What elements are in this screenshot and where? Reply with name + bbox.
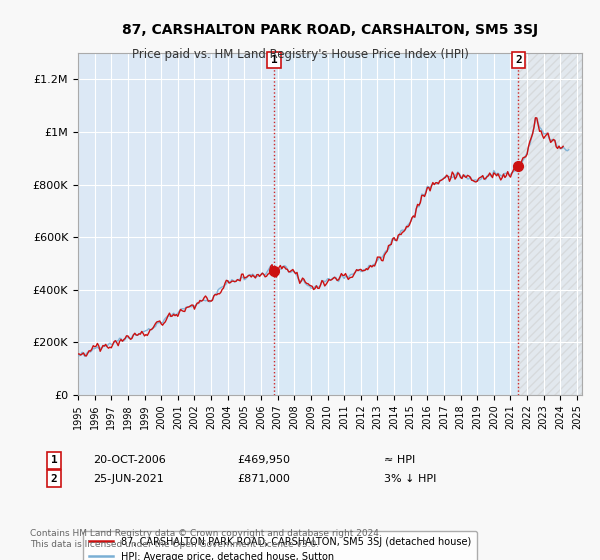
Text: ≈ HPI: ≈ HPI bbox=[384, 455, 415, 465]
Bar bbox=[518, 53, 582, 395]
Text: 3% ↓ HPI: 3% ↓ HPI bbox=[384, 474, 436, 484]
Text: 1: 1 bbox=[50, 455, 58, 465]
Text: 2: 2 bbox=[515, 55, 522, 65]
Text: £469,950: £469,950 bbox=[237, 455, 290, 465]
Title: 87, CARSHALTON PARK ROAD, CARSHALTON, SM5 3SJ: 87, CARSHALTON PARK ROAD, CARSHALTON, SM… bbox=[122, 23, 538, 37]
Text: 20-OCT-2006: 20-OCT-2006 bbox=[93, 455, 166, 465]
Text: £871,000: £871,000 bbox=[237, 474, 290, 484]
Bar bbox=[274, 53, 518, 395]
Text: 25-JUN-2021: 25-JUN-2021 bbox=[93, 474, 164, 484]
Text: 1: 1 bbox=[271, 55, 277, 65]
Legend: 87, CARSHALTON PARK ROAD, CARSHALTON, SM5 3SJ (detached house), HPI: Average pri: 87, CARSHALTON PARK ROAD, CARSHALTON, SM… bbox=[83, 531, 477, 560]
Text: Contains HM Land Registry data © Crown copyright and database right 2024.
This d: Contains HM Land Registry data © Crown c… bbox=[30, 529, 382, 549]
Text: 2: 2 bbox=[50, 474, 58, 484]
Text: Price paid vs. HM Land Registry's House Price Index (HPI): Price paid vs. HM Land Registry's House … bbox=[131, 48, 469, 60]
